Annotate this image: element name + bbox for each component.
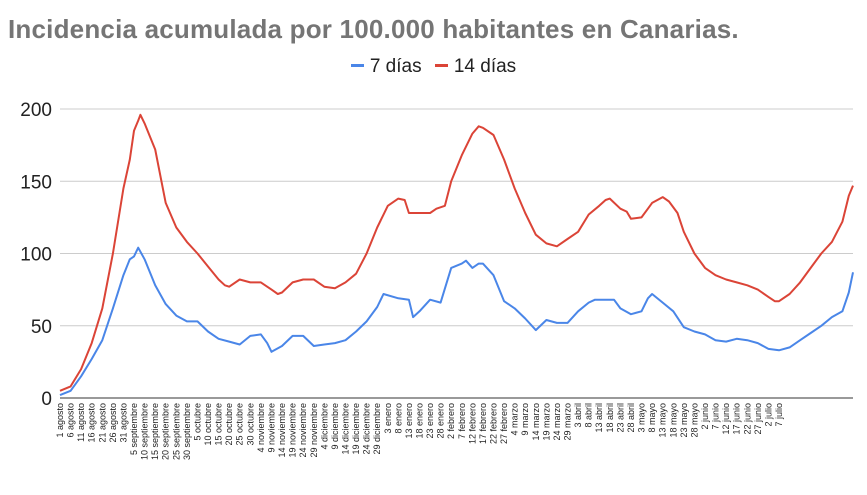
x-tick-label: 24 noviembre (298, 403, 308, 458)
x-tick-label: 19 marzo (541, 403, 551, 441)
x-tick-label: 17 febrero (478, 403, 488, 444)
x-tick-label: 27 junio (753, 403, 763, 435)
x-tick-label: 21 agosto (97, 403, 107, 443)
x-tick-label: 20 octubre (224, 403, 234, 446)
legend-swatch-7-dias (350, 64, 364, 68)
x-tick-label: 7 junio (711, 403, 721, 430)
x-tick-label: 2 febrero (446, 403, 456, 439)
x-tick-label: 4 noviembre (256, 403, 266, 453)
x-tick-label: 29 noviembre (309, 403, 319, 458)
x-tick-label: 14 diciembre (340, 403, 350, 455)
legend-label-7-dias: 7 días (369, 56, 422, 77)
x-tick-label: 1 agosto (55, 403, 65, 438)
x-tick-label: 29 diciembre (372, 403, 382, 455)
x-tick-label: 9 marzo (520, 403, 530, 436)
x-tick-label: 9 noviembre (266, 403, 276, 453)
x-tick-label: 3 enero (383, 403, 393, 434)
x-tick-label: 13 enero (404, 403, 414, 439)
legend-item-14-dias: 14 días (434, 56, 517, 78)
x-tick-label: 3 abril (573, 403, 583, 428)
x-tick-label: 19 diciembre (351, 403, 361, 455)
x-tick-label: 7 febrero (457, 403, 467, 439)
x-tick-label: 14 marzo (531, 403, 541, 441)
x-tick-label: 15 septiembre (150, 403, 160, 460)
x-tick-label: 24 marzo (552, 403, 562, 441)
x-tick-label: 19 noviembre (288, 403, 298, 458)
y-tick-label: 100 (20, 245, 52, 266)
x-tick-label: 14 noviembre (277, 403, 287, 458)
chart-title: Incidencia acumulada por 100.000 habitan… (8, 14, 739, 44)
x-tick-label: 10 octubre (203, 403, 213, 446)
x-tick-label: 31 agosto (118, 403, 128, 443)
x-tick-label: 26 agosto (108, 403, 118, 443)
x-tick-label: 30 septiembre (182, 403, 192, 460)
x-tick-label: 13 abril (594, 403, 604, 433)
x-tick-label: 25 octubre (235, 403, 245, 446)
x-tick-label: 6 agosto (66, 403, 76, 438)
x-tick-label: 12 junio (721, 403, 731, 435)
x-tick-label: 22 junio (742, 403, 752, 435)
x-tick-label: 8 enero (393, 403, 403, 434)
x-tick-label: 15 octubre (214, 403, 224, 446)
legend-item-7-dias: 7 días (350, 56, 422, 78)
x-tick-label: 28 abril (626, 403, 636, 433)
x-tick-label: 3 mayo (637, 403, 647, 433)
x-tick-label: 10 septiembre (140, 403, 150, 460)
x-tick-label: 17 junio (732, 403, 742, 435)
x-tick-label: 30 octubre (245, 403, 255, 446)
x-tick-label: 18 abril (605, 403, 615, 433)
x-tick-label: 22 febrero (489, 403, 499, 444)
x-tick-label: 7 julio (774, 403, 784, 427)
x-tick-label: 25 septiembre (171, 403, 181, 460)
x-tick-label: 24 diciembre (362, 403, 372, 455)
series-line-7-dias (59, 246, 854, 397)
x-tick-label: 23 enero (425, 403, 435, 439)
x-tick-label: 20 septiembre (161, 403, 171, 460)
x-tick-label: 8 abril (584, 403, 594, 428)
legend-label-14-dias: 14 días (453, 56, 517, 77)
x-tick-label: 23 abril (615, 403, 625, 433)
y-tick-label: 150 (20, 172, 52, 193)
x-tick-label: 2 junio (700, 403, 710, 430)
x-tick-label: 9 diciembre (330, 403, 340, 450)
x-tick-label: 28 enero (436, 403, 446, 439)
legend-swatch-14-dias (434, 64, 448, 68)
x-tick-label: 5 octubre (192, 403, 202, 441)
x-tick-label: 11 agosto (76, 403, 86, 442)
x-tick-label: 4 marzo (510, 403, 520, 436)
x-tick-label: 18 enero (414, 403, 424, 439)
x-tick-label: 5 septiembre (129, 403, 139, 455)
x-tick-label: 29 marzo (563, 403, 573, 441)
x-tick-label: 13 mayo (658, 403, 668, 438)
y-tick-label: 0 (41, 389, 52, 410)
chart-legend: 7 días 14 días (0, 56, 867, 78)
y-tick-label: 200 (20, 100, 52, 121)
x-tick-label: 8 mayo (647, 403, 657, 433)
x-tick-label: 23 mayo (679, 403, 689, 438)
x-tick-label: 12 febrero (467, 403, 477, 444)
x-tick-label: 16 agosto (87, 403, 97, 443)
x-tick-label: 28 mayo (689, 403, 699, 438)
x-tick-label: 18 mayo (668, 403, 678, 438)
y-tick-label: 50 (31, 317, 52, 338)
x-tick-label: 2 julio (763, 403, 773, 427)
x-tick-label: 4 diciembre (319, 403, 329, 450)
x-tick-label: 27 febrero (499, 403, 509, 444)
series-line-14-dias (59, 113, 854, 392)
